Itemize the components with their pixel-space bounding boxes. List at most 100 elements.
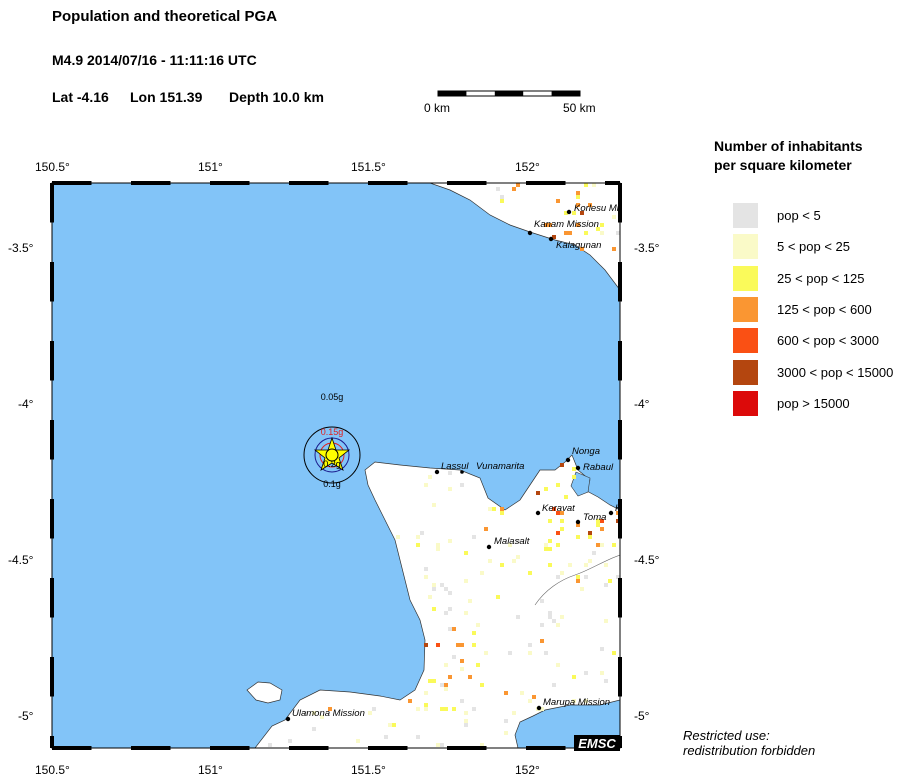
population-cell — [464, 551, 468, 555]
population-cell — [460, 667, 464, 671]
population-cell — [268, 743, 272, 747]
town[interactable]: Marupa Mission — [536, 697, 610, 711]
population-cell — [544, 223, 548, 227]
population-cell — [424, 567, 428, 571]
population-cell — [396, 535, 400, 539]
population-cell — [580, 587, 584, 591]
map-title: Population and theoretical PGA — [52, 8, 278, 25]
pga-contours: 0.05g 0.15g 0.2g 0.1g — [303, 392, 361, 489]
legend-label: 5 < pop < 25 — [777, 239, 851, 255]
population-cell — [604, 679, 608, 683]
town[interactable]: Kalagunan — [548, 236, 602, 251]
scale-start: 0 km — [424, 101, 451, 115]
population-cell — [464, 719, 468, 723]
population-cell — [612, 247, 616, 251]
population-cell — [516, 539, 520, 543]
town[interactable]: K — [608, 503, 622, 516]
town[interactable]: Rabaul — [575, 462, 614, 473]
population-cell — [424, 707, 428, 711]
population-cell — [576, 523, 580, 527]
population-cell — [480, 743, 484, 747]
population-cell — [592, 183, 596, 187]
population-cell — [596, 543, 600, 547]
lat-tick-left: -4.5° — [8, 553, 34, 567]
population-cell — [596, 227, 600, 231]
town[interactable]: Malasalt — [486, 536, 530, 550]
land-new-britain — [254, 454, 620, 748]
population-cell — [544, 651, 548, 655]
population-cell — [460, 483, 464, 487]
population-cell — [600, 223, 604, 227]
population-cell — [304, 711, 308, 715]
population-cell — [500, 511, 504, 515]
population-cell — [452, 655, 456, 659]
population-cell — [432, 503, 436, 507]
svg-text:Rabaul: Rabaul — [583, 462, 614, 473]
svg-text:Toma: Toma — [583, 512, 606, 523]
town[interactable]: Toma — [575, 512, 607, 525]
legend-title: per square kilometer — [714, 157, 852, 173]
population-cell — [532, 695, 536, 699]
population-cell — [564, 211, 568, 215]
population-cell — [528, 643, 532, 647]
population-cell — [548, 611, 552, 615]
population-cell — [584, 563, 588, 567]
svg-text:Korlesu Mi: Korlesu Mi — [574, 203, 620, 214]
population-cell — [548, 563, 552, 567]
town[interactable]: Ulamona Mission — [285, 708, 365, 722]
event-depth: Depth 10.0 km — [229, 89, 324, 105]
legend-swatch — [733, 265, 758, 291]
population-cell — [560, 519, 564, 523]
emsc-logo-text: EMSC — [578, 736, 616, 751]
lon-tick-bottom: 150.5° — [35, 763, 70, 777]
population-cell — [468, 675, 472, 679]
population-cell — [448, 675, 452, 679]
pga-label: 0.05g — [321, 392, 344, 402]
population-cell — [428, 595, 432, 599]
population-cell — [464, 579, 468, 583]
population-cell — [576, 535, 580, 539]
population-cell — [512, 711, 516, 715]
population-cell — [320, 715, 324, 719]
population-cell — [440, 707, 444, 711]
population-cell — [556, 199, 560, 203]
town[interactable]: Vunamarita — [460, 461, 524, 474]
town[interactable]: Nonga — [565, 446, 600, 463]
population-cell — [444, 611, 448, 615]
town[interactable]: Lassul — [434, 461, 470, 475]
population-cell — [552, 235, 556, 239]
population-cell — [540, 599, 544, 603]
population-cell — [596, 523, 600, 527]
population-cell — [456, 643, 460, 647]
population-cell — [424, 575, 428, 579]
population-cell — [560, 527, 564, 531]
population-cell — [512, 187, 516, 191]
lat-tick-left: -4° — [18, 397, 34, 411]
population-cell — [560, 615, 564, 619]
lon-tick-top: 151.5° — [351, 160, 386, 174]
population-cell — [328, 707, 332, 711]
province-border — [534, 554, 620, 606]
population-cell — [564, 495, 568, 499]
town[interactable]: Kanam Mission — [527, 219, 599, 236]
population-cell — [516, 555, 520, 559]
population-cell — [440, 743, 444, 747]
population-cell — [408, 699, 412, 703]
pga-label: 0.1g — [323, 479, 341, 489]
population-cell — [600, 231, 604, 235]
population-cell — [552, 683, 556, 687]
legend-swatch — [733, 203, 758, 228]
legend-swatch — [733, 328, 758, 354]
population-cell — [444, 687, 448, 691]
population-cell — [448, 607, 452, 611]
population-cell — [448, 471, 452, 475]
population-cell — [448, 591, 452, 595]
population-cell — [460, 699, 464, 703]
town[interactable]: Korlesu Mi — [566, 203, 620, 215]
lon-tick-bottom: 151.5° — [351, 763, 386, 777]
town[interactable]: Keravat — [535, 503, 575, 516]
population-cell — [496, 187, 500, 191]
population-cell — [604, 563, 608, 567]
lon-tick-top: 152° — [515, 160, 540, 174]
